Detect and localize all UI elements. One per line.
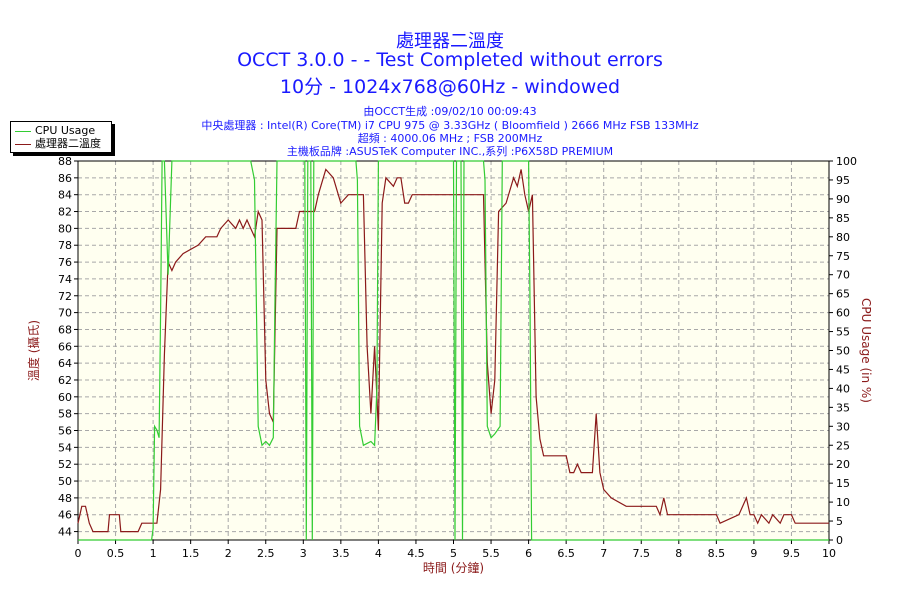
series-line-cpu-usage	[78, 160, 829, 541]
x-axis-label: 時間 (分鐘)	[423, 560, 484, 575]
y-left-tick-label: 56	[58, 425, 72, 438]
y-right-tick-label: 30	[836, 420, 850, 433]
x-tick-label: 10	[822, 547, 836, 560]
y-left-tick-label: 88	[58, 155, 72, 168]
legend-label-temperature: 處理器二溫度	[35, 137, 101, 150]
chart-title: 處理器二溫度	[396, 31, 504, 52]
y-left-tick-label: 48	[58, 492, 72, 505]
info-motherboard: 主機板品牌 :ASUSTeK Computer INC.,系列 :P6X58D …	[286, 145, 614, 158]
y-left-tick-label: 76	[58, 256, 72, 269]
y-right-tick-label: 55	[836, 326, 850, 339]
x-tick-label: 8	[675, 547, 682, 560]
y-right-tick-label: 10	[836, 496, 850, 509]
x-tick-label: 1	[150, 547, 157, 560]
y-right-tick-label: 45	[836, 363, 850, 376]
legend: CPU Usage 處理器二溫度	[10, 121, 112, 153]
y-right-tick-label: 35	[836, 401, 850, 414]
y-right-tick-label: 100	[836, 155, 857, 168]
y-left-tick-label: 50	[58, 475, 72, 488]
x-tick-label: 0.5	[107, 547, 125, 560]
y-left-tick-label: 60	[58, 391, 72, 404]
y-left-tick-label: 64	[58, 357, 72, 370]
y-left-tick-label: 72	[58, 290, 72, 303]
y-left-axis-label: 溫度 (攝氏)	[26, 320, 41, 381]
y-right-tick-label: 85	[836, 212, 850, 225]
series-line-temperature	[77, 168, 829, 533]
chart-subtitle-mode: 10分 - 1024x768@60Hz - windowed	[279, 76, 621, 98]
x-tick-label: 3	[300, 547, 307, 560]
y-right-axis-label: CPU Usage (in %)	[859, 298, 873, 403]
y-left-tick-label: 68	[58, 323, 72, 336]
x-tick-label: 3.5	[332, 547, 350, 560]
y-left-tick-label: 54	[58, 441, 72, 454]
legend-item-cpu-usage: CPU Usage	[15, 124, 95, 137]
x-tick-label: 7.5	[633, 547, 651, 560]
x-tick-label: 4	[375, 547, 382, 560]
x-tick-label: 8.5	[708, 547, 726, 560]
x-tick-label: 9.5	[783, 547, 801, 560]
y-left-tick-label: 86	[58, 172, 72, 185]
y-right-tick-label: 25	[836, 439, 850, 452]
y-right-tick-label: 75	[836, 250, 850, 263]
legend-swatch-cpu-usage	[15, 130, 31, 132]
y-right-tick-label: 65	[836, 288, 850, 301]
y-right-tick-label: 80	[836, 231, 850, 244]
y-right-tick-label: 0	[836, 534, 843, 547]
chart-subtitle-test: OCCT 3.0.0 - - Test Completed without er…	[237, 49, 663, 71]
y-right-tick-label: 60	[836, 307, 850, 320]
x-tick-label: 2	[225, 547, 232, 560]
y-right-tick-label: 40	[836, 382, 850, 395]
y-left-tick-label: 44	[58, 526, 72, 539]
y-left-tick-label: 58	[58, 408, 72, 421]
x-tick-label: 6	[525, 547, 532, 560]
y-left-tick-label: 80	[58, 222, 72, 235]
x-tick-label: 4.5	[407, 547, 425, 560]
y-right-tick-label: 70	[836, 269, 850, 282]
y-left-tick-label: 52	[58, 458, 72, 471]
y-right-tick-label: 15	[836, 477, 850, 490]
y-left-tick-label: 78	[58, 239, 72, 252]
x-tick-label: 9	[750, 547, 757, 560]
x-tick-label: 6.5	[557, 547, 575, 560]
info-generated: 由OCCT生成 :09/02/10 00:09:43	[363, 105, 537, 118]
y-left-tick-label: 74	[58, 273, 72, 286]
x-tick-label: 7	[600, 547, 607, 560]
x-tick-label: 5.5	[482, 547, 500, 560]
y-right-tick-label: 20	[836, 458, 850, 471]
info-cpu: 中央處理器 : Intel(R) Core(TM) i7 CPU 975 @ 3…	[201, 119, 699, 132]
y-left-tick-label: 84	[58, 189, 72, 202]
y-left-tick-label: 62	[58, 374, 72, 387]
legend-item-temperature: 處理器二溫度	[15, 137, 101, 150]
y-right-tick-label: 50	[836, 345, 850, 358]
x-tick-label: 2.5	[257, 547, 275, 560]
legend-swatch-temperature	[15, 143, 31, 145]
y-right-tick-label: 95	[836, 174, 850, 187]
y-right-tick-label: 5	[836, 515, 843, 528]
y-left-tick-label: 66	[58, 340, 72, 353]
x-tick-label: 1.5	[182, 547, 200, 560]
info-overclock: 超頻 : 4000.06 MHz ; FSB 200MHz	[357, 132, 543, 145]
y-right-tick-label: 90	[836, 193, 850, 206]
y-left-tick-label: 82	[58, 206, 72, 219]
y-left-tick-label: 70	[58, 307, 72, 320]
x-tick-label: 0	[75, 547, 82, 560]
x-tick-label: 5	[450, 547, 457, 560]
y-left-tick-label: 46	[58, 509, 72, 522]
legend-label-cpu-usage: CPU Usage	[35, 124, 96, 137]
